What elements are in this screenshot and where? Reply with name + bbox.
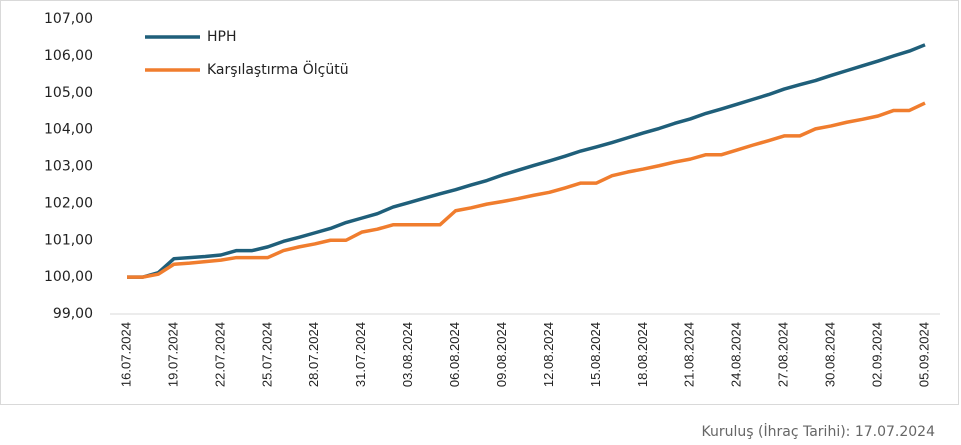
x-tick-label: 18.08.2024: [635, 322, 650, 387]
legend-label: Karşılaştırma Ölçütü: [207, 60, 349, 78]
x-tick-label: 31.07.2024: [353, 322, 368, 387]
x-tick-label: 05.09.2024: [916, 322, 931, 387]
y-tick-label: 106,00: [44, 48, 93, 64]
x-tick-label: 30.08.2024: [823, 322, 838, 387]
x-tick-label: 25.07.2024: [259, 322, 274, 387]
x-tick-label: 19.07.2024: [165, 322, 180, 387]
y-tick-label: 101,00: [44, 232, 93, 248]
y-tick-label: 105,00: [44, 85, 93, 101]
x-tick-label: 09.08.2024: [494, 322, 509, 387]
x-tick-label: 12.08.2024: [541, 322, 556, 387]
y-tick-label: 102,00: [44, 195, 93, 211]
x-tick-label: 21.08.2024: [682, 322, 697, 387]
x-tick-label: 28.07.2024: [306, 322, 321, 387]
footnote: Kuruluş (İhraç Tarihi): 17.07.2024: [702, 422, 936, 440]
chart-frame: [0, 0, 959, 405]
y-tick-label: 107,00: [44, 11, 93, 27]
y-tick-label: 103,00: [44, 159, 93, 175]
x-tick-label: 16.07.2024: [118, 322, 133, 387]
x-tick-label: 06.08.2024: [447, 322, 462, 387]
x-tick-label: 02.09.2024: [869, 322, 884, 387]
legend-label: HPH: [207, 29, 237, 45]
x-tick-label: 22.07.2024: [212, 322, 227, 387]
series-line: [127, 101, 926, 279]
y-tick-label: 104,00: [44, 122, 93, 138]
y-tick-label: 99,00: [53, 306, 93, 322]
x-tick-label: 27.08.2024: [776, 322, 791, 387]
x-tick-label: 15.08.2024: [588, 322, 603, 387]
series-line: [127, 43, 926, 279]
y-tick-label: 100,00: [44, 269, 93, 285]
x-tick-label: 03.08.2024: [400, 322, 415, 387]
x-tick-label: 24.08.2024: [729, 322, 744, 387]
